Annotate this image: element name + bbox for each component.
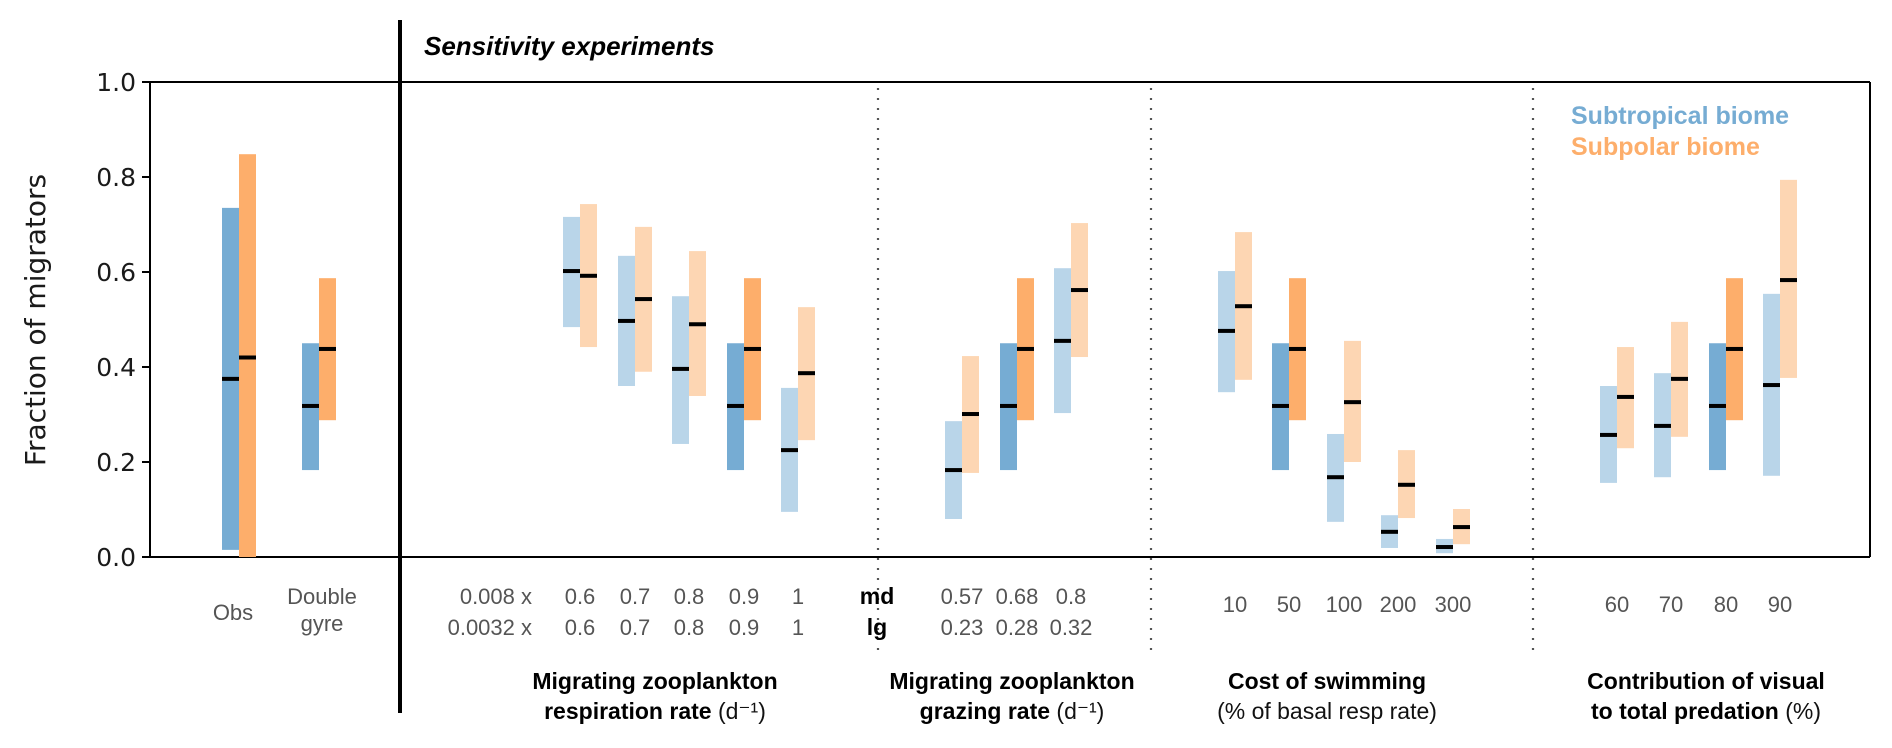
group-title: to total predation (%)	[1591, 698, 1821, 724]
subtropical-median-mark	[1436, 545, 1453, 550]
x-tick-label: 90	[1768, 592, 1792, 617]
subtropical-median-mark	[1000, 403, 1017, 408]
x-tick-label: 0.57	[941, 584, 984, 609]
x-prefix-label: 0.008 x	[460, 584, 532, 609]
x-tick-label: 200	[1380, 592, 1417, 617]
x-tick-label: 300	[1435, 592, 1472, 617]
y-tick-label: 1.0	[96, 68, 136, 97]
y-axis-label: Fraction of migrators	[19, 174, 52, 466]
size-class-label: md	[860, 583, 895, 609]
subpolar-median-mark	[1671, 376, 1688, 381]
x-tick-label: gyre	[301, 611, 344, 636]
legend-subtropical: Subtropical biome	[1571, 102, 1789, 130]
x-tick-label: 0.7	[620, 615, 651, 640]
subpolar-median-mark	[1344, 400, 1361, 405]
group-unit: (d⁻¹)	[718, 698, 766, 724]
subpolar-median-mark	[1235, 304, 1252, 309]
x-tick-label: 1	[792, 584, 804, 609]
subpolar-median-mark	[1780, 278, 1797, 283]
section-title: Sensitivity experiments	[424, 31, 714, 61]
subtropical-median-mark	[727, 403, 744, 408]
group-title: Contribution of visual	[1587, 668, 1825, 694]
y-tick-label: 0.4	[96, 353, 136, 382]
x-tick-label: 0.6	[565, 584, 596, 609]
x-tick-label: 0.8	[674, 615, 705, 640]
group-title: Migrating zooplankton	[532, 668, 777, 694]
x-tick-label: 80	[1714, 592, 1738, 617]
x-tick-label: 0.32	[1050, 615, 1093, 640]
y-tick-label: 0.6	[96, 258, 136, 287]
y-tick-label: 0.8	[96, 163, 136, 192]
subpolar-median-mark	[1453, 525, 1470, 530]
subtropical-median-mark	[1654, 423, 1671, 428]
group-title: grazing rate (d⁻¹)	[920, 698, 1105, 724]
subtropical-median-mark	[1709, 403, 1726, 408]
subpolar-median-mark	[635, 297, 652, 302]
subpolar-median-mark	[744, 346, 761, 351]
group-title-text: respiration rate	[544, 698, 718, 724]
x-tick-label: 0.28	[996, 615, 1039, 640]
group-title-text: grazing rate	[920, 698, 1057, 724]
x-tick-label: 0.8	[674, 584, 705, 609]
group-title: Migrating zooplankton	[889, 668, 1134, 694]
x-tick-label: 1	[792, 615, 804, 640]
size-class-label: lg	[867, 614, 887, 640]
x-tick-label: 0.7	[620, 584, 651, 609]
subtropical-median-mark	[222, 376, 239, 381]
x-tick-label: 0.8	[1056, 584, 1087, 609]
subpolar-median-mark	[1617, 394, 1634, 399]
bars-layer	[222, 154, 1797, 557]
x-tick-label: 100	[1326, 592, 1363, 617]
x-tick-label: 0.68	[996, 584, 1039, 609]
x-tick-label: 0.23	[941, 615, 984, 640]
group-title: respiration rate (d⁻¹)	[544, 698, 766, 724]
y-tick-label: 0.0	[96, 543, 136, 572]
subpolar-median-mark	[1398, 482, 1415, 487]
group-title: Cost of swimming	[1228, 668, 1426, 694]
subtropical-median-mark	[1327, 475, 1344, 480]
x-tick-label: Double	[287, 584, 357, 609]
subtropical-median-mark	[1272, 403, 1289, 408]
subpolar-median-mark	[1289, 346, 1306, 351]
subpolar-median-mark	[319, 346, 336, 351]
x-tick-label: 0.9	[729, 584, 760, 609]
group-unit: (d⁻¹)	[1056, 698, 1104, 724]
subtropical-median-mark	[563, 269, 580, 274]
axes-layer	[142, 20, 1871, 713]
x-tick-label: 70	[1659, 592, 1683, 617]
subtropical-median-mark	[1600, 432, 1617, 437]
subtropical-median-mark	[781, 448, 798, 453]
x-tick-label: 0.6	[565, 615, 596, 640]
subpolar-median-mark	[962, 412, 979, 417]
x-tick-label: 60	[1605, 592, 1629, 617]
subtropical-median-mark	[1218, 328, 1235, 333]
subtropical-median-mark	[1763, 383, 1780, 388]
subtropical-median-mark	[302, 403, 319, 408]
legend-subpolar: Subpolar biome	[1571, 133, 1760, 161]
x-tick-label: 0.9	[729, 615, 760, 640]
subtropical-median-mark	[672, 366, 689, 371]
group-title-text: to total predation	[1591, 698, 1785, 724]
subtropical-median-mark	[945, 468, 962, 473]
subpolar-median-mark	[689, 322, 706, 327]
group-unit: (%)	[1785, 698, 1821, 724]
subtropical-median-mark	[1054, 338, 1071, 343]
subpolar-median-mark	[1017, 346, 1034, 351]
group-unit: (% of basal resp rate)	[1217, 698, 1437, 724]
subpolar-median-mark	[798, 371, 815, 376]
x-tick-label: Obs	[213, 600, 253, 625]
subtropical-median-mark	[1381, 529, 1398, 534]
subpolar-median-mark	[239, 355, 256, 360]
subpolar-median-mark	[1726, 346, 1743, 351]
subpolar-median-mark	[580, 273, 597, 278]
subtropical-median-mark	[618, 318, 635, 323]
x-prefix-label: 0.0032 x	[448, 615, 532, 640]
x-tick-label: 50	[1277, 592, 1301, 617]
x-tick-label: 10	[1223, 592, 1247, 617]
subpolar-median-mark	[1071, 288, 1088, 293]
y-tick-label: 0.2	[96, 448, 136, 477]
